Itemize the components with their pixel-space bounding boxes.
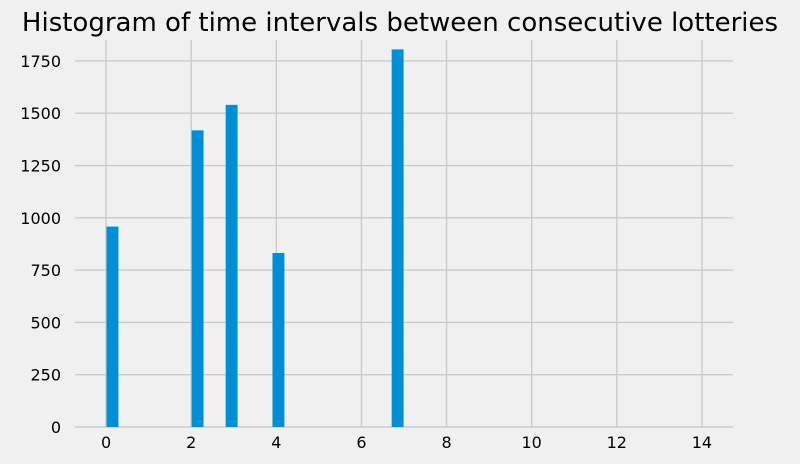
x-tick-label: 12: [607, 433, 627, 452]
y-tick-label: 750: [30, 261, 61, 280]
histogram-bars: [106, 49, 404, 428]
histogram-bar: [272, 252, 285, 427]
y-tick-label: 1750: [20, 52, 61, 71]
y-tick-label: 500: [30, 313, 61, 332]
chart-title: Histogram of time intervals between cons…: [22, 8, 778, 38]
x-tick-label: 2: [186, 433, 196, 452]
y-tick-label: 0: [51, 418, 61, 437]
x-tick-label: 8: [441, 433, 451, 452]
histogram-bar: [225, 104, 238, 428]
histogram-bar: [191, 130, 204, 427]
histogram-bar: [106, 226, 119, 427]
y-tick-label: 1500: [20, 104, 61, 123]
y-tick-label: 250: [30, 366, 61, 385]
y-axis-tick-labels: 0 250 500 750 1000 1250 1500 1750: [20, 52, 61, 437]
x-tick-label: 4: [271, 433, 281, 452]
y-tick-label: 1250: [20, 157, 61, 176]
x-tick-label: 14: [692, 433, 712, 452]
y-tick-label: 1000: [20, 209, 61, 228]
grid-lines: [75, 40, 733, 428]
histogram-bar: [391, 49, 404, 427]
x-tick-label: 6: [356, 433, 366, 452]
x-axis-tick-labels: 0 2 4 6 8 10 12 14: [101, 433, 712, 452]
x-tick-label: 0: [101, 433, 111, 452]
x-tick-label: 10: [522, 433, 542, 452]
